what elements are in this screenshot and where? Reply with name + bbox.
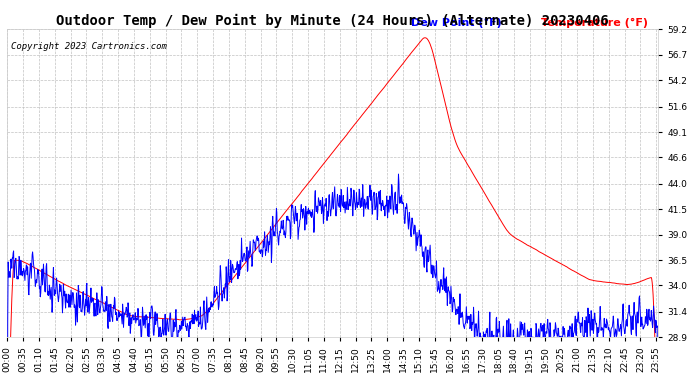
Text: Dew Point (°F): Dew Point (°F) — [411, 18, 502, 28]
Text: Copyright 2023 Cartronics.com: Copyright 2023 Cartronics.com — [10, 42, 166, 51]
Text: Temperature (°F): Temperature (°F) — [541, 18, 648, 28]
Title: Outdoor Temp / Dew Point by Minute (24 Hours) (Alternate) 20230406: Outdoor Temp / Dew Point by Minute (24 H… — [57, 14, 609, 28]
